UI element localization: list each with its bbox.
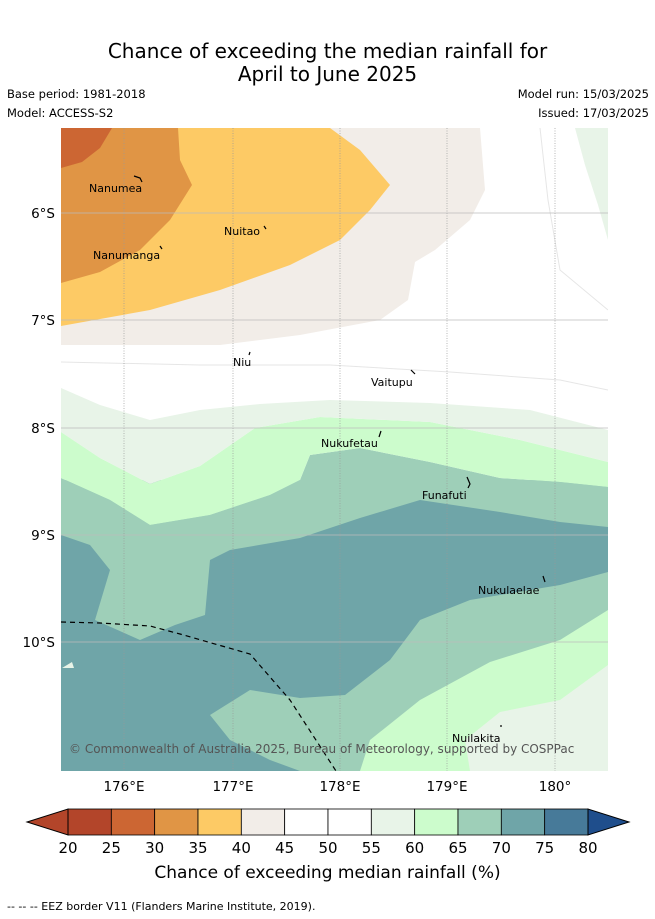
colorbar-segment: [370, 808, 416, 836]
colorbar-segment: [457, 808, 502, 836]
colorbar-tick-label: 35: [188, 839, 207, 857]
colorbar-tick-label: 60: [405, 839, 424, 857]
colorbar-segment: [154, 808, 199, 836]
base-period: Base period: 1981-2018: [7, 87, 146, 101]
colorbar-label: Chance of exceeding median rainfall (%): [154, 863, 501, 883]
place-nuilakita: Nuilakita: [452, 732, 501, 745]
place-nanumanga: Nanumanga: [93, 249, 160, 262]
issued-date: Issued: 17/03/2025: [538, 106, 649, 120]
colorbar-tick-label: 50: [318, 839, 337, 857]
eez-border: [61, 621, 337, 771]
colorbar-segment: [197, 808, 242, 836]
colorbar-tick-label: 45: [275, 839, 294, 857]
colorbar-tick-label: 70: [492, 839, 511, 857]
title-line-2: April to June 2025: [237, 62, 418, 86]
zone-25-30: [61, 128, 112, 168]
lon-label-176e: 176°E: [103, 779, 144, 795]
zone-55-60: [61, 388, 608, 484]
colorbar-tick-label: 20: [58, 839, 77, 857]
place-nukulaelae: Nukulaelae: [478, 584, 540, 597]
lon-label-177e: 177°E: [212, 779, 253, 795]
colorbar-segment: [500, 808, 546, 836]
rainfall-map: 6°S 7°S 8°S 9°S 10°S 176°E 177°E 178°E 1…: [23, 128, 608, 795]
colorbar-low-arrow: [25, 808, 69, 836]
model-name: Model: ACCESS-S2: [7, 106, 114, 120]
colorbar-tick-label: 80: [578, 839, 597, 857]
colorbar-segment: [110, 808, 156, 836]
map-title: Chance of exceeding the median rainfall …: [0, 40, 655, 86]
colorbar-tick-label: 55: [362, 839, 381, 857]
place-funafuti: Funafuti: [422, 489, 467, 502]
lat-label-6s: 6°S: [31, 206, 55, 222]
lat-label-10s: 10°S: [23, 635, 56, 651]
colorbar-segment: [414, 808, 459, 836]
colorbar-segment: [67, 808, 112, 836]
lat-label-8s: 8°S: [31, 421, 55, 437]
colorbar-high-arrow: [587, 808, 631, 836]
zone-55-60-southeast: [465, 665, 608, 771]
zone-55-60-northeast: [575, 128, 608, 240]
lat-label-7s: 7°S: [31, 313, 55, 329]
title-line-1: Chance of exceeding the median rainfall …: [107, 39, 548, 63]
place-nanumea: Nanumea: [89, 182, 142, 195]
copyright-notice: © Commonwealth of Australia 2025, Bureau…: [69, 742, 575, 756]
model-run: Model run: 15/03/2025: [517, 87, 649, 101]
lon-label-178e: 178°E: [319, 779, 360, 795]
place-vaitupu: Vaitupu: [371, 376, 413, 389]
zone-65-70: [61, 448, 608, 640]
place-nukufetau: Nukufetau: [321, 437, 378, 450]
colorbar-tick-label: 40: [232, 839, 251, 857]
eez-footnote: -- -- -- EEZ border V11 (Flanders Marine…: [7, 900, 316, 913]
colorbar-segment: [327, 808, 372, 836]
colorbar-tick-label: 25: [102, 839, 121, 857]
colorbar-segment: [284, 808, 329, 836]
lon-label-180: 180°: [539, 779, 572, 795]
colorbar-segment: [544, 808, 589, 836]
zone-30-35: [61, 128, 192, 283]
place-nuitao: Nuitao: [224, 225, 260, 238]
colorbar-ticks: 20 25 30 35 40 45 50 55 60 65 70 75 80: [58, 839, 597, 857]
colorbar-tick-label: 65: [448, 839, 467, 857]
lon-label-179e: 179°E: [426, 779, 467, 795]
place-niu: Niu: [233, 356, 251, 369]
zone-60-65: [61, 417, 608, 525]
colorbar-tick-label: 30: [145, 839, 164, 857]
lat-label-9s: 9°S: [31, 528, 55, 544]
colorbar-tick-label: 75: [535, 839, 554, 857]
colorbar-segment: [240, 808, 286, 836]
colorbar-segments: [67, 808, 589, 836]
